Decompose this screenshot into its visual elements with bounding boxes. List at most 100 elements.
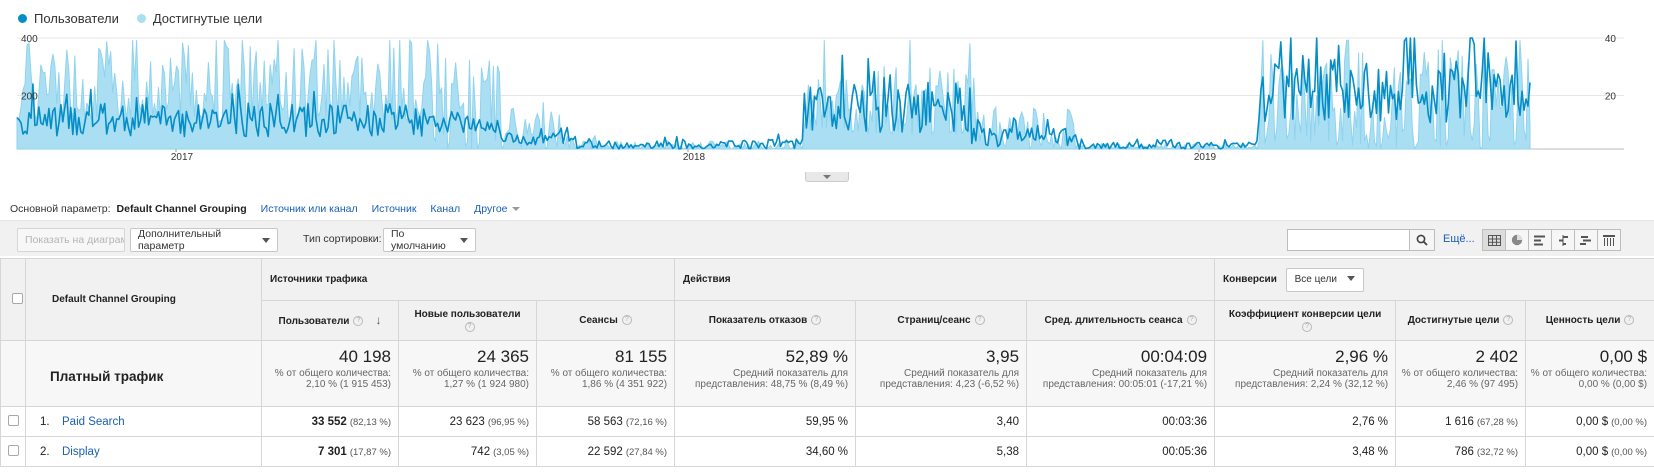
- chart-axis-labels: 400 200 40 20 2017 2018 2019: [21, 34, 1616, 160]
- column-header-users-label: Пользователи: [278, 315, 350, 327]
- view-term-cloud-button[interactable]: [1574, 229, 1598, 251]
- total-cell-pages-per-session: 3,95 Средний показатель для представления…: [855, 340, 1028, 407]
- cell-value: 23 623: [449, 415, 485, 428]
- view-table-button[interactable]: [1482, 229, 1506, 251]
- goal-selector-value: Все цели: [1294, 273, 1337, 285]
- dimension-link-other[interactable]: Другое: [474, 203, 519, 215]
- search-icon: [1416, 234, 1428, 246]
- column-header-goal-value[interactable]: Ценность цели?: [1525, 300, 1654, 341]
- dimension-link-source-medium[interactable]: Источник или канал: [260, 203, 358, 215]
- legend-dot-goals: [136, 14, 146, 23]
- column-header-bounce-rate[interactable]: Показатель отказов?: [674, 300, 857, 341]
- column-header-users[interactable]: Пользователи? ↓: [261, 300, 399, 341]
- cell-avg-duration: 00:05:36: [1026, 436, 1216, 467]
- total-cell-conversion-rate: 2,96 % Средний показатель для представлен…: [1214, 340, 1397, 407]
- column-header-avg-duration-label: Сред. длительность сеанса: [1044, 315, 1183, 326]
- more-options-link[interactable]: Ещё...: [1443, 233, 1475, 245]
- column-header-new-users[interactable]: Новые пользователи?: [398, 300, 537, 341]
- cell-percent: (17,87 %): [349, 446, 391, 458]
- row-checkbox[interactable]: [8, 414, 19, 426]
- secondary-dimension-dropdown[interactable]: Дополнительный параметр: [130, 228, 278, 252]
- goal-selector-dropdown[interactable]: Все цели: [1285, 267, 1364, 292]
- column-header-pages-per-session[interactable]: Страниц/сеанс?: [855, 300, 1028, 341]
- sort-type-dropdown[interactable]: По умолчанию: [383, 228, 476, 252]
- x-axis-tick-label: 2017: [171, 152, 194, 160]
- total-sub: % от общего количества: 2,10 % (1 915 45…: [274, 368, 391, 390]
- column-header-conversion-rate[interactable]: Коэффициент конверсии цели?: [1214, 300, 1397, 341]
- help-icon[interactable]: ?: [811, 315, 822, 326]
- help-icon[interactable]: ?: [1302, 321, 1313, 332]
- totals-label: Платный трафик: [25, 340, 262, 407]
- cell-percent: (3,05 %): [493, 446, 529, 458]
- plot-rows-label: Показать на диаграмме: [25, 234, 124, 246]
- dimension-link-medium[interactable]: Канал: [430, 203, 461, 215]
- column-header-avg-duration[interactable]: Сред. длительность сеанса?: [1026, 300, 1216, 341]
- view-pie-button[interactable]: [1505, 229, 1529, 251]
- total-value: 81 155: [615, 347, 668, 366]
- chevron-down-icon: [1346, 276, 1355, 282]
- help-icon[interactable]: ?: [464, 321, 475, 332]
- view-performance-button[interactable]: [1528, 229, 1552, 251]
- select-all-checkbox[interactable]: [11, 292, 23, 304]
- help-icon[interactable]: ?: [1624, 315, 1635, 326]
- total-cell-new-users: 24 365 % от общего количества: 1,27 % (1 …: [398, 340, 537, 407]
- cell-value: 7 301: [318, 445, 347, 458]
- total-value: 3,95: [985, 347, 1020, 366]
- pivot-icon: [1603, 234, 1615, 246]
- sort-type-value: По умолчанию: [391, 228, 446, 252]
- help-icon[interactable]: ?: [621, 315, 632, 326]
- column-header-goal-completions[interactable]: Достигнутые цели?: [1395, 300, 1527, 341]
- view-pivot-button[interactable]: [1597, 229, 1621, 251]
- chart-legend: Пользователи Достигнутые цели: [18, 11, 262, 26]
- row-dimension-cell: 2. Display: [25, 436, 262, 467]
- dimension-column-header[interactable]: Default Channel Grouping: [25, 258, 262, 341]
- legend-item-goals[interactable]: Достигнутые цели: [136, 11, 263, 26]
- search-button[interactable]: [1409, 229, 1435, 251]
- row-index: 2.: [40, 445, 50, 458]
- table-view-icon: [1487, 234, 1501, 246]
- cell-new-users: 23 623 (96,95 %): [398, 406, 537, 437]
- view-switcher: [1482, 229, 1621, 251]
- dimension-link-source[interactable]: Источник: [371, 203, 417, 215]
- help-icon[interactable]: ?: [1186, 315, 1197, 326]
- table-row: 2. Display 7 301 (17,87 %) 742 (3,05 %) 22 …: [0, 436, 1654, 467]
- cell-value: 58 563: [587, 415, 623, 428]
- row-checkbox[interactable]: [8, 444, 19, 456]
- timeline-chart[interactable]: 400 200 40 20 2017 2018 2019: [0, 30, 1654, 160]
- cell-pages-per-session: 3,40: [855, 406, 1028, 437]
- total-value: 52,89 %: [785, 347, 849, 366]
- column-header-new-users-label: Новые пользователи: [414, 308, 521, 320]
- total-sub: % от общего количества: 0,00 % (0,00 $): [1530, 368, 1648, 390]
- legend-label-goals: Достигнутые цели: [152, 11, 263, 26]
- chart-collapse-handle[interactable]: [805, 172, 849, 182]
- help-icon[interactable]: ?: [353, 315, 364, 326]
- row-dimension-link[interactable]: Paid Search: [62, 415, 125, 428]
- total-sub: Средний показатель для представления: 48…: [695, 368, 849, 390]
- column-header-sessions[interactable]: Сеансы?: [535, 300, 676, 341]
- chevron-down-icon: [262, 237, 270, 243]
- legend-item-users[interactable]: Пользователи: [18, 11, 119, 26]
- table-row: 1. Paid Search 33 552 (82,13 %) 23 623 (96,…: [0, 406, 1654, 437]
- total-sub: Средний показатель для представления: 2,…: [1235, 368, 1389, 390]
- cell-value: 22 592: [587, 445, 623, 458]
- legend-dot-users: [18, 14, 27, 23]
- help-icon[interactable]: ?: [1503, 315, 1514, 326]
- column-header-conversion-rate-label: Коэффициент конверсии цели: [1228, 308, 1382, 320]
- total-cell-sessions: 81 155 % от общего количества: 1,86 % (4 …: [535, 340, 676, 407]
- view-comparison-button[interactable]: [1551, 229, 1575, 251]
- row-checkbox-cell: [0, 436, 26, 467]
- cell-percent: (72,16 %): [625, 416, 668, 428]
- report-table: Default Channel Grouping Источники трафи…: [0, 258, 1654, 467]
- primary-dimension-current: Default Channel Grouping: [116, 203, 247, 215]
- cell-sessions: 58 563 (72,16 %): [535, 406, 676, 437]
- group-header-conversions: Конверсии Все цели: [1214, 258, 1654, 301]
- total-value: 0,00 $: [1599, 347, 1648, 366]
- table-search-input[interactable]: [1287, 229, 1410, 251]
- total-cell-avg-duration: 00:04:09 Средний показатель для представл…: [1026, 340, 1216, 407]
- cell-value: 0,00 $: [1576, 445, 1609, 458]
- cell-percent: (0,00 %): [1611, 416, 1648, 428]
- help-icon[interactable]: ?: [974, 315, 985, 326]
- total-sub: % от общего количества: 2,46 % (97 495): [1401, 368, 1519, 390]
- row-dimension-link[interactable]: Display: [62, 445, 100, 458]
- plot-rows-button[interactable]: Показать на диаграмме: [17, 228, 125, 252]
